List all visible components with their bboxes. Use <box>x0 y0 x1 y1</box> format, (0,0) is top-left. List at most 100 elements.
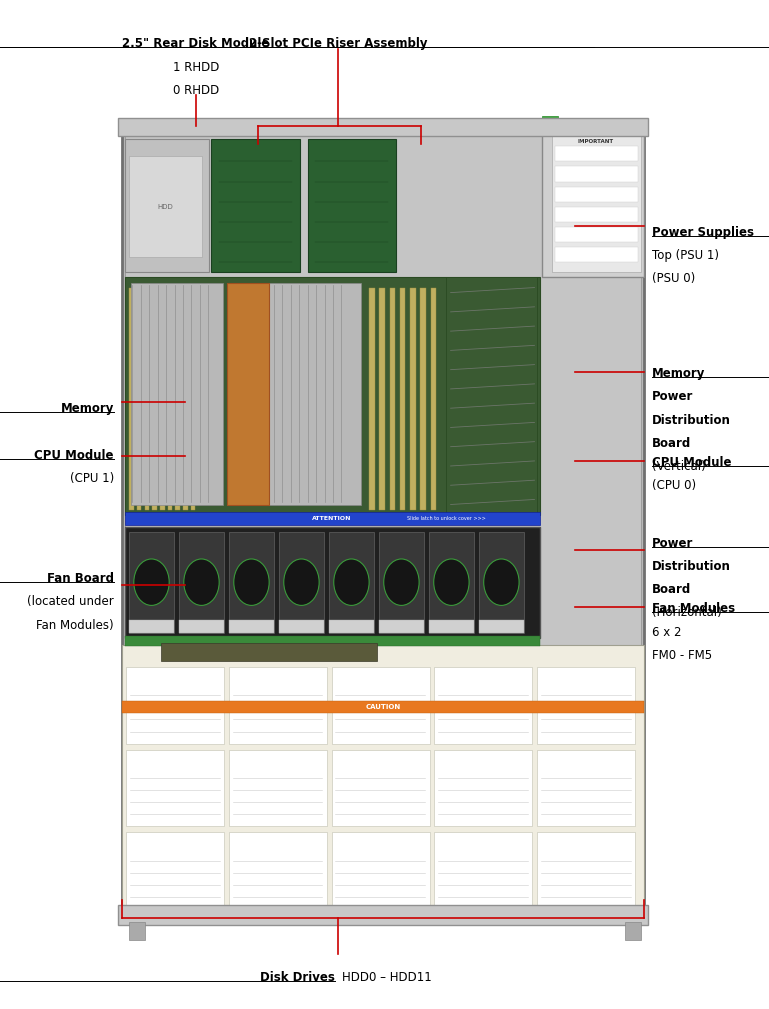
Text: (located under: (located under <box>27 595 114 608</box>
Text: (CPU 1): (CPU 1) <box>69 472 114 485</box>
Bar <box>125 512 540 525</box>
Text: Distribution: Distribution <box>652 560 731 573</box>
Text: Slide latch to unlock cover >>>: Slide latch to unlock cover >>> <box>407 516 485 521</box>
Text: (PSU 0): (PSU 0) <box>652 272 695 286</box>
Text: 2.5" Rear Disk Module: 2.5" Rear Disk Module <box>122 37 270 50</box>
Bar <box>421 288 426 510</box>
Bar <box>552 136 641 272</box>
Bar <box>145 288 149 510</box>
Text: Fan Modules): Fan Modules) <box>36 619 114 632</box>
Circle shape <box>484 559 519 605</box>
Bar <box>125 139 209 272</box>
Bar <box>227 283 269 504</box>
Circle shape <box>184 559 219 605</box>
Text: CPU Module: CPU Module <box>652 456 731 469</box>
Bar <box>152 288 157 510</box>
Bar <box>537 750 635 826</box>
Circle shape <box>384 559 419 605</box>
Text: Power: Power <box>652 537 694 550</box>
Bar <box>126 832 225 909</box>
Bar <box>329 620 374 633</box>
Text: Memory: Memory <box>61 402 114 415</box>
Bar <box>379 620 424 633</box>
Bar <box>131 283 223 504</box>
Text: Board: Board <box>652 437 691 450</box>
Text: 0 RHDD: 0 RHDD <box>173 84 219 97</box>
Bar <box>331 667 430 744</box>
Bar <box>279 620 324 633</box>
Bar <box>429 620 474 633</box>
Text: Power Supplies: Power Supplies <box>652 226 754 239</box>
Bar <box>390 288 395 510</box>
Bar <box>446 277 537 515</box>
Bar <box>369 288 375 510</box>
Circle shape <box>434 559 469 605</box>
Bar <box>122 701 644 713</box>
Bar <box>191 288 195 510</box>
Bar <box>555 207 638 222</box>
Bar <box>160 288 165 510</box>
Text: Fan Board: Fan Board <box>47 572 114 585</box>
Bar <box>555 227 638 242</box>
Text: Board: Board <box>652 583 691 596</box>
Text: 1 RHDD: 1 RHDD <box>173 61 219 74</box>
Bar <box>555 166 638 182</box>
Bar <box>122 645 644 915</box>
Bar <box>229 667 327 744</box>
Circle shape <box>234 559 269 605</box>
Text: Power: Power <box>652 390 694 404</box>
Text: 6 x 2: 6 x 2 <box>652 626 681 639</box>
Bar <box>122 126 644 915</box>
Bar <box>238 283 361 504</box>
Bar <box>410 288 415 510</box>
Bar <box>479 532 524 633</box>
Bar <box>126 750 225 826</box>
Text: FM0 - FM5: FM0 - FM5 <box>652 649 712 662</box>
Bar <box>137 288 141 510</box>
Text: Fan Modules: Fan Modules <box>652 602 735 615</box>
Text: Memory: Memory <box>652 367 705 380</box>
Bar <box>555 187 638 202</box>
Circle shape <box>284 559 319 605</box>
Bar <box>431 288 436 510</box>
Text: Top (PSU 1): Top (PSU 1) <box>652 249 719 262</box>
Bar <box>434 750 532 826</box>
Bar <box>429 532 474 633</box>
Bar <box>129 288 134 510</box>
Bar <box>625 922 641 940</box>
Bar <box>279 532 324 633</box>
Bar <box>331 832 430 909</box>
Bar <box>125 636 540 646</box>
Circle shape <box>134 559 169 605</box>
Bar <box>129 532 174 633</box>
Bar <box>125 130 641 911</box>
Bar <box>308 139 396 272</box>
Bar <box>175 288 180 510</box>
Text: CAUTION: CAUTION <box>365 704 401 710</box>
Bar <box>183 288 188 510</box>
Bar <box>329 532 374 633</box>
Bar <box>229 620 274 633</box>
Bar <box>179 532 224 633</box>
Text: ATTENTION: ATTENTION <box>312 516 352 521</box>
Bar <box>129 156 202 257</box>
Bar <box>125 527 540 638</box>
Bar <box>434 832 532 909</box>
Bar <box>537 667 635 744</box>
Text: 2-Slot PCIe Riser Assembly: 2-Slot PCIe Riser Assembly <box>249 37 428 50</box>
Text: (Vertical): (Vertical) <box>652 460 706 473</box>
Bar <box>129 620 174 633</box>
Bar <box>400 288 405 510</box>
Bar <box>542 128 644 277</box>
Text: Distribution: Distribution <box>652 414 731 427</box>
Text: CPU Module: CPU Module <box>35 449 114 462</box>
Bar <box>542 116 558 131</box>
Circle shape <box>334 559 369 605</box>
Bar <box>168 288 172 510</box>
Text: HDD: HDD <box>158 204 173 210</box>
Bar <box>118 118 648 136</box>
Bar <box>537 832 635 909</box>
Bar <box>118 905 648 925</box>
Text: IMPORTANT: IMPORTANT <box>578 139 614 143</box>
Bar <box>229 750 327 826</box>
